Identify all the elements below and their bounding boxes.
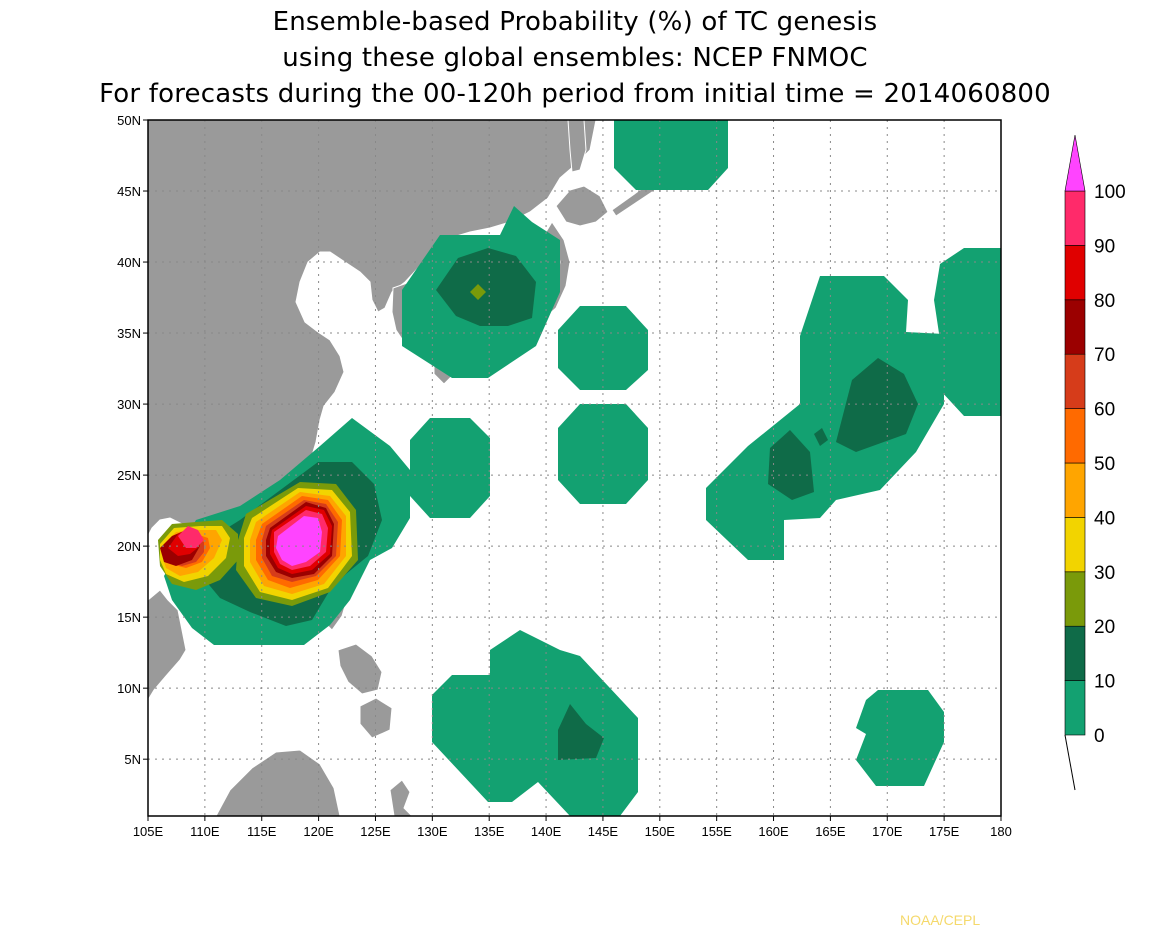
x-tick-label: 115E (247, 824, 277, 839)
colorbar-label: 40 (1094, 508, 1115, 529)
colorbar-label: 60 (1094, 400, 1115, 421)
y-tick-label: 45N (117, 184, 141, 199)
y-tick-label: 5N (124, 752, 141, 767)
region-east-pacific-8n (856, 690, 944, 786)
y-tick-label: 15N (117, 610, 141, 625)
x-tick-label: 140E (531, 824, 562, 839)
map-plot-area (148, 120, 1001, 816)
colorbar-swatch (1064, 353, 1086, 409)
map-title: Ensemble-based Probability (%) of TC gen… (0, 4, 1150, 112)
x-tick-label: 165E (815, 824, 846, 839)
core-east-pacific-25n (768, 430, 814, 500)
land-borneo (215, 749, 341, 816)
colorbar-overflow-triangle (1064, 134, 1086, 192)
region-east-pacific-main (706, 276, 944, 560)
colorbar-swatch (1064, 517, 1086, 573)
x-tick-label: 120E (303, 824, 334, 839)
y-tick-label: 10N (117, 681, 141, 696)
land-hokkaido (555, 185, 609, 227)
map-frame (147, 119, 1002, 817)
credit-text: NOAA/CEPL (900, 912, 981, 928)
probability-contours (158, 120, 1001, 816)
x-tick-label: 110E (190, 824, 220, 839)
x-tick-label: 160E (758, 824, 789, 839)
region-east-pacific-northeast (934, 248, 1001, 416)
x-tick-label: 135E (474, 824, 505, 839)
core-east-pacific-30n (836, 358, 918, 452)
title-line-2: using these global ensembles: NCEP FNMOC (282, 43, 868, 73)
region-central-pacific-35n (558, 306, 648, 390)
title-line-3: For forecasts during the 00-120h period … (99, 79, 1051, 109)
core-east-pacific-small (814, 428, 828, 446)
colorbar-swatch (1064, 190, 1086, 246)
colorbar-label: 30 (1094, 563, 1115, 584)
colorbar-swatch (1064, 299, 1086, 355)
colorbar-swatch (1064, 408, 1086, 464)
x-tick-label: 155E (701, 824, 732, 839)
colorbar-label: 100 (1094, 182, 1126, 203)
x-tick-label: 175E (929, 824, 960, 839)
x-tick-label: 180 (990, 824, 1012, 839)
land-mindanao (359, 697, 393, 739)
land-sakhalin (567, 120, 587, 173)
colorbar-swatch (1064, 462, 1086, 518)
title-line-1: Ensemble-based Probability (%) of TC gen… (272, 7, 878, 37)
colorbar-swatch (1064, 625, 1086, 681)
spot-sea-of-japan (470, 284, 486, 300)
y-tick-label: 50N (117, 113, 141, 128)
region-philippine-sea-26n (410, 418, 490, 518)
colorbar-label: 20 (1094, 617, 1115, 638)
contour-overflow (276, 516, 322, 566)
colorbar-swatch (1064, 571, 1086, 627)
x-tick-label: 105E (133, 824, 164, 839)
colorbar-label: 10 (1094, 672, 1115, 693)
core-sea-of-japan (436, 248, 536, 326)
y-tick-label: 35N (117, 326, 141, 341)
x-tick-label: 145E (588, 824, 619, 839)
x-tick-label: 130E (417, 824, 448, 839)
x-tick-label: 150E (645, 824, 676, 839)
x-axis-ticks: 105E 110E 115E 120E 125E 130E 135E 140E 145E 150E… (133, 816, 1012, 839)
y-tick-label: 20N (117, 539, 141, 554)
colorbar-underflow-line (1064, 734, 1076, 791)
y-axis-ticks: 5N 10N 15N 20N 25N 30N 35N 40N 45N 50N (117, 113, 148, 767)
x-tick-label: 170E (872, 824, 903, 839)
region-central-pacific-28n (558, 404, 648, 504)
land-philippines-south (337, 643, 383, 695)
region-north-pacific-top (614, 120, 728, 190)
y-tick-label: 25N (117, 468, 141, 483)
colorbar-swatch (1064, 245, 1086, 301)
colorbar-label: 50 (1094, 454, 1115, 475)
land-sulawesi (389, 779, 413, 816)
x-tick-label: 125E (360, 824, 391, 839)
colorbar-label: 0 (1094, 726, 1105, 747)
colorbar: 0 10 20 30 40 50 60 70 80 90 100 (1064, 134, 1126, 791)
colorbar-label: 70 (1094, 345, 1115, 366)
core-west-pacific-8n (558, 704, 604, 760)
region-west-pacific-8n (432, 630, 638, 816)
colorbar-swatch (1064, 680, 1086, 736)
y-tick-label: 30N (117, 397, 141, 412)
colorbar-label: 80 (1094, 291, 1115, 312)
y-tick-label: 40N (117, 255, 141, 270)
colorbar-label: 90 (1094, 236, 1115, 257)
